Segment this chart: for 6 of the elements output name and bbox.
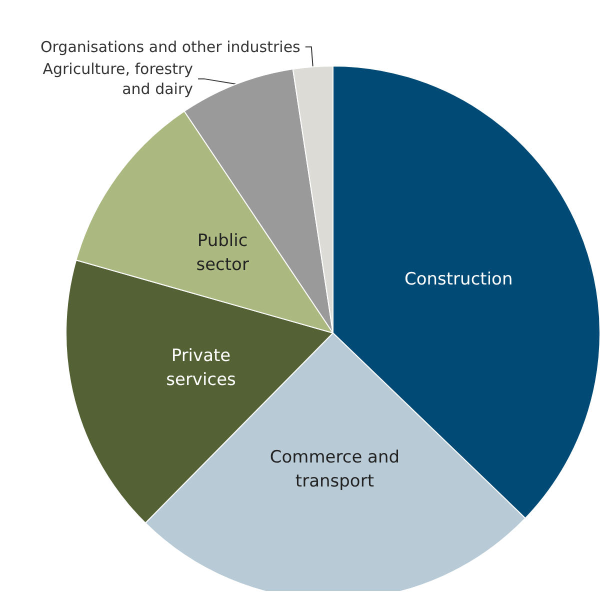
slice-label: Agriculture, forestry and dairy <box>42 60 194 98</box>
slice-label: Commerce and transport <box>270 447 400 492</box>
slice-label: Construction <box>404 270 513 290</box>
slice-label: Public sector <box>196 230 249 275</box>
slice-label: Private services <box>166 346 236 390</box>
slice-label: Organisations and other industries <box>40 38 301 56</box>
